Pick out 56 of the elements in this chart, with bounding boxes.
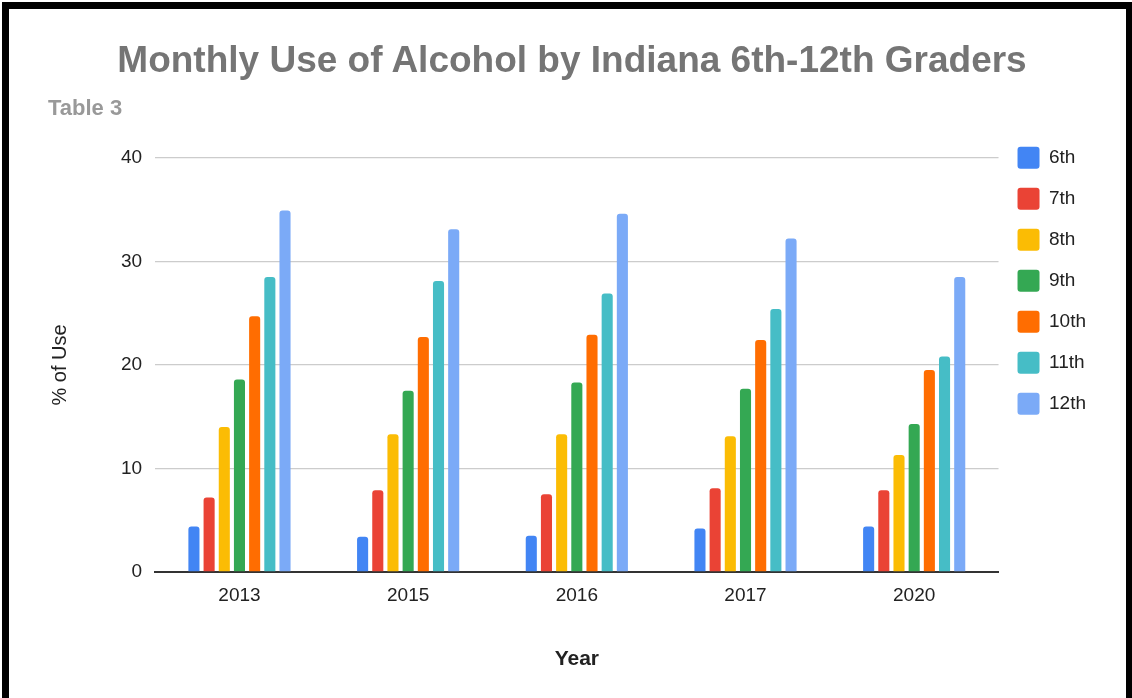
legend-label: 11th [1049,351,1085,373]
bar [893,454,905,572]
bar [448,229,460,572]
bar [372,490,384,572]
legend-label: 9th [1049,269,1076,291]
bar [203,497,215,572]
bar [770,308,782,572]
bar [357,536,369,572]
bar [601,293,613,572]
bar [739,388,752,572]
x-tick-label: 2015 [387,583,430,605]
x-tick-label: 2013 [218,583,261,605]
bar [923,370,935,572]
bar [954,276,966,572]
bar [694,528,706,572]
bar [724,436,736,572]
x-tick-label: 2016 [555,583,598,605]
bar [709,488,721,572]
bar [249,316,261,572]
bar [387,434,399,572]
y-tick-label: 30 [120,249,143,271]
y-axis-title: % of Use [47,324,70,406]
bar [586,334,598,572]
bar [417,336,429,572]
x-tick-label: 2020 [893,583,936,605]
bar [908,423,920,572]
y-tick-label: 0 [131,560,143,582]
bar [279,210,291,572]
bar [188,526,200,572]
x-tick-label: 2017 [724,583,767,605]
bar [616,213,628,572]
bar [785,238,797,572]
bar [264,276,276,572]
bar [571,382,583,572]
bar [939,356,951,572]
legend-label: 8th [1049,228,1076,250]
x-axis-title: Year [554,646,600,670]
bar [878,490,890,572]
chart-subtitle: Table 3 [48,94,123,120]
bar [432,281,445,572]
bar [540,494,553,572]
bar [863,526,875,572]
chart-title: Monthly Use of Alcohol by Indiana 6th-12th Graders [117,39,1027,81]
bar [402,390,414,572]
legend-label: 6th [1049,146,1076,168]
bar [525,535,537,572]
y-tick-label: 40 [120,146,143,168]
y-tick-label: 10 [120,456,143,478]
legend-label: 12th [1049,392,1086,414]
legend-label: 10th [1049,310,1086,332]
legend-label: 7th [1049,187,1076,209]
bar [755,340,767,572]
bar [233,379,246,572]
y-tick-label: 20 [120,353,143,375]
bar [218,427,230,572]
bar [556,434,568,572]
